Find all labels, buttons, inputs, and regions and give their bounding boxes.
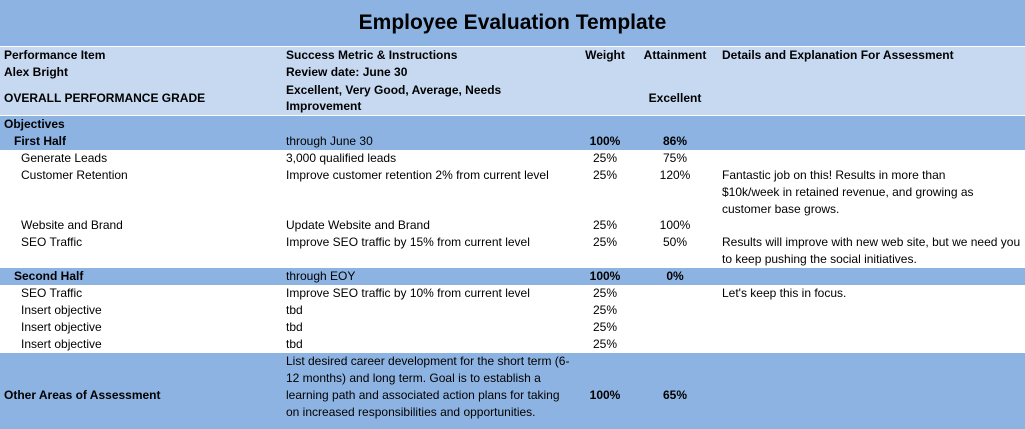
objective-details[interactable] — [718, 336, 1025, 353]
objective-weight[interactable]: 25% — [592, 286, 618, 300]
review-date[interactable]: Review date: June 30 — [286, 65, 408, 79]
objective-details[interactable] — [718, 319, 1025, 336]
header-performance-item: Performance Item — [4, 48, 106, 62]
objective-name[interactable]: SEO Traffic — [21, 235, 83, 249]
objective-weight[interactable]: 25% — [592, 320, 618, 334]
table-row: Customer Retention Improve customer rete… — [0, 167, 1025, 217]
objective-attainment[interactable]: 50% — [662, 235, 688, 249]
objective-metric[interactable]: Improve SEO traffic by 10% from current … — [286, 286, 530, 300]
objective-metric[interactable]: tbd — [286, 303, 303, 317]
other-areas-row: Other Areas of Assessment List desired c… — [0, 353, 1025, 429]
objective-weight[interactable]: 25% — [592, 168, 618, 182]
overall-grade-value[interactable]: Excellent — [648, 90, 702, 105]
objective-attainment[interactable] — [632, 336, 718, 353]
objective-name[interactable]: Generate Leads — [21, 151, 108, 165]
second-half-attainment[interactable]: 0% — [666, 269, 684, 283]
objectives-label: Objectives — [4, 117, 65, 131]
objective-details[interactable]: Fantastic job on this! Results in more t… — [722, 168, 974, 216]
objective-details[interactable]: Let's keep this in focus. — [722, 286, 847, 300]
objective-metric[interactable]: 3,000 qualified leads — [286, 151, 397, 165]
second-half-metric[interactable]: through EOY — [286, 269, 356, 283]
other-areas-label: Other Areas of Assessment — [4, 387, 161, 402]
header-attainment: Attainment — [643, 48, 707, 62]
objective-attainment[interactable] — [632, 319, 718, 336]
grade-options: Excellent, Very Good, Average, Needs Imp… — [286, 83, 502, 113]
second-half-label: Second Half — [14, 269, 84, 283]
objective-metric[interactable]: tbd — [286, 337, 303, 351]
second-half-weight[interactable]: 100% — [589, 269, 621, 283]
objective-attainment[interactable] — [632, 285, 718, 302]
objective-attainment[interactable]: 100% — [659, 218, 691, 232]
employee-name[interactable]: Alex Bright — [4, 65, 69, 79]
other-areas-attainment[interactable]: 65% — [662, 387, 688, 402]
objective-details[interactable] — [718, 217, 1025, 234]
objective-weight[interactable]: 25% — [592, 303, 618, 317]
objective-attainment[interactable] — [632, 302, 718, 319]
table-row: Website and Brand Update Website and Bra… — [0, 217, 1025, 234]
first-half-metric[interactable]: through June 30 — [286, 134, 373, 148]
other-areas-metric[interactable]: List desired career development for the … — [286, 354, 570, 419]
table-row: SEO Traffic Improve SEO traffic by 15% f… — [0, 234, 1025, 268]
first-half-row: First Half through June 30 100% 86% — [0, 133, 1025, 150]
objective-name[interactable]: Insert objective — [21, 320, 102, 334]
objective-name[interactable]: SEO Traffic — [21, 286, 83, 300]
first-half-weight[interactable]: 100% — [589, 134, 621, 148]
objective-name[interactable]: Insert objective — [21, 337, 102, 351]
objective-metric[interactable]: Improve SEO traffic by 15% from current … — [286, 235, 530, 249]
header-success-metric: Success Metric & Instructions — [286, 48, 458, 62]
objective-name[interactable]: Insert objective — [21, 303, 102, 317]
table-row: Generate Leads 3,000 qualified leads 25%… — [0, 150, 1025, 167]
first-half-label: First Half — [14, 134, 67, 148]
table-row: Insert objective tbd 25% — [0, 319, 1025, 336]
other-areas-weight[interactable]: 100% — [589, 387, 621, 402]
objective-attainment[interactable]: 75% — [662, 151, 688, 165]
objective-details[interactable] — [718, 150, 1025, 167]
objective-weight[interactable]: 25% — [592, 218, 618, 232]
employee-row: Alex Bright Review date: June 30 — [0, 64, 1025, 81]
table-row: Insert objective tbd 25% — [0, 302, 1025, 319]
second-half-row: Second Half through EOY 100% 0% — [0, 268, 1025, 285]
objective-weight[interactable]: 25% — [592, 151, 618, 165]
objectives-section-row: Objectives — [0, 116, 1025, 133]
objective-weight[interactable]: 25% — [592, 235, 618, 249]
objective-name[interactable]: Website and Brand — [21, 218, 123, 232]
sheet-title: Employee Evaluation Template — [0, 0, 1025, 46]
objective-metric[interactable]: Improve customer retention 2% from curre… — [286, 168, 549, 182]
table-row: Insert objective tbd 25% — [0, 336, 1025, 353]
overall-grade-label: OVERALL PERFORMANCE GRADE — [4, 90, 206, 105]
header-details: Details and Explanation For Assessment — [722, 48, 954, 62]
objective-attainment[interactable]: 120% — [659, 168, 691, 182]
objective-metric[interactable]: Update Website and Brand — [286, 218, 430, 232]
objective-details[interactable] — [718, 302, 1025, 319]
overall-grade-row: OVERALL PERFORMANCE GRADE Excellent, Ver… — [0, 81, 1025, 115]
first-half-attainment[interactable]: 86% — [662, 134, 688, 148]
objective-details[interactable]: Results will improve with new web site, … — [722, 235, 1021, 266]
objective-weight[interactable]: 25% — [592, 337, 618, 351]
column-header-row: Performance Item Success Metric & Instru… — [0, 47, 1025, 64]
objective-name[interactable]: Customer Retention — [21, 168, 128, 182]
table-row: SEO Traffic Improve SEO traffic by 10% f… — [0, 285, 1025, 302]
header-weight: Weight — [585, 48, 625, 62]
objective-metric[interactable]: tbd — [286, 320, 303, 334]
